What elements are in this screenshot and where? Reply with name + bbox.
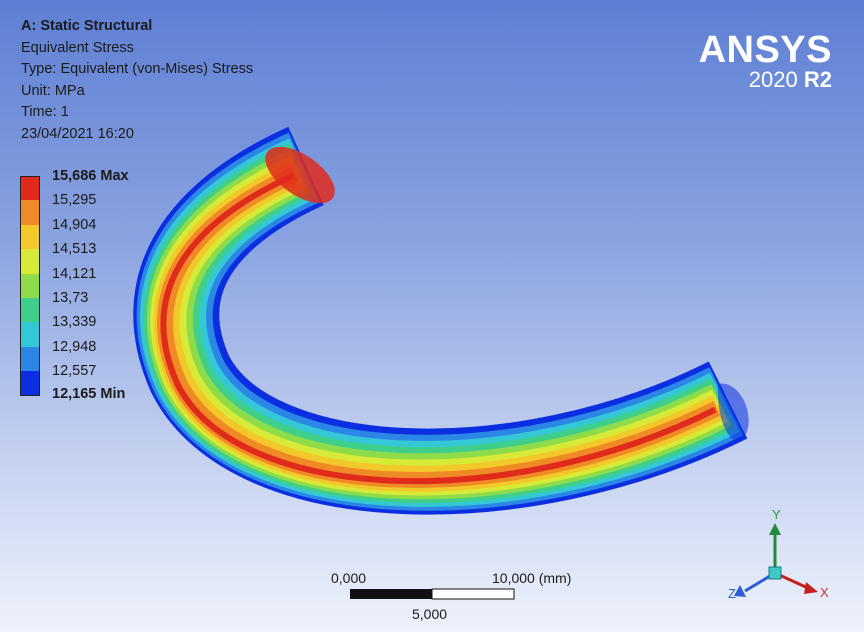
scale-bar-white [431, 588, 515, 600]
legend-level-label: 14,904 [52, 216, 97, 233]
triad-origin-cube-icon [768, 566, 782, 580]
analysis-title: A: Static Structural [21, 18, 153, 34]
pipe-end-cap-bottom [717, 383, 749, 442]
result-time: Time: 1 [21, 104, 69, 120]
ansys-logo: ANSYS 2020 R2 [699, 30, 832, 92]
legend-color-swatch [20, 322, 40, 347]
legend-color-swatch [20, 273, 40, 298]
result-type: Type: Equivalent (von-Mises) Stress [21, 61, 254, 77]
legend-color-swatch [20, 249, 40, 274]
legend-level-label: 13,73 [52, 289, 89, 306]
legend-level-label: 14,513 [52, 241, 97, 258]
pipe-contour-bands [133, 126, 748, 515]
legend-color-swatch [20, 371, 40, 396]
legend-level-label: 15,295 [52, 192, 97, 209]
legend-color-swatch [20, 200, 40, 225]
legend-min-label: 12,165 Min [52, 386, 126, 403]
result-date: 23/04/2021 16:20 [21, 125, 134, 142]
pipe-stress-band [160, 172, 717, 485]
y-axis-label: Y [772, 507, 781, 522]
legend-level-label: 13,339 [52, 314, 97, 331]
legend-color-swatch [20, 346, 40, 372]
scale-left-label: 0,000 [331, 570, 366, 586]
brand-version: 2020 R2 [748, 67, 832, 92]
y-arrowhead-icon [769, 523, 781, 535]
result-info-block: A: Static Structural Equivalent Stress T… [21, 16, 253, 145]
brand-name: ANSYS [698, 29, 832, 71]
scale-bar-black [350, 589, 432, 599]
legend-color-swatch [20, 297, 40, 323]
scale-right-label: 10,000 (mm) [492, 570, 571, 586]
scale-mid-label: 5,000 [412, 606, 447, 622]
legend-level-label: 12,948 [52, 338, 97, 355]
result-name: Equivalent Stress [21, 39, 134, 56]
result-unit: Unit: MPa [21, 82, 85, 99]
legend-color-swatch [20, 224, 40, 250]
x-arrowhead-icon [804, 582, 818, 594]
legend-level-label: 12,557 [52, 363, 97, 380]
legend-color-swatch [20, 176, 40, 201]
pipe-end-cap-top [265, 146, 335, 204]
z-axis-label: Z [728, 586, 736, 601]
legend-max-label: 15,686 Max [52, 168, 129, 184]
x-axis-label: X [820, 585, 829, 600]
z-arrowhead-icon [734, 585, 746, 597]
legend-level-label: 14,121 [52, 265, 97, 282]
